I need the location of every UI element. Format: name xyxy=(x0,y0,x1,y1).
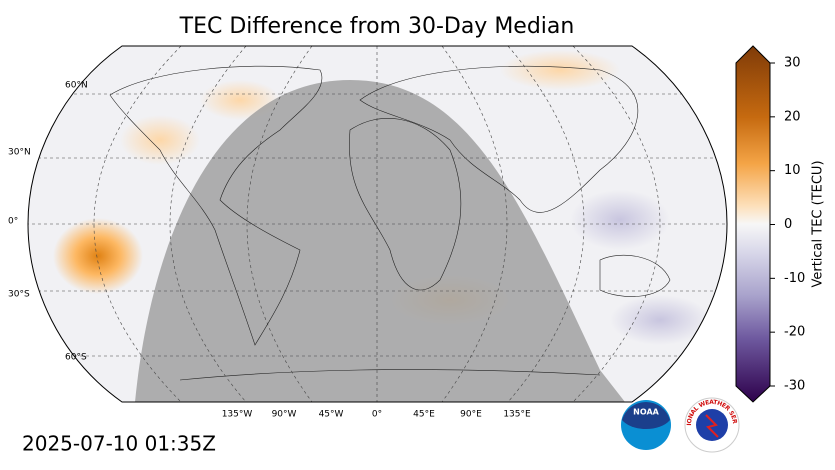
anomaly xyxy=(53,218,143,294)
lon-label: 90°E xyxy=(460,410,482,420)
lat-label: 0° xyxy=(8,217,18,227)
noaa-logo: NOAA xyxy=(621,400,671,450)
anomaly xyxy=(120,115,200,165)
colorbar-tick-label: 10 xyxy=(784,163,801,178)
title: TEC Difference from 30-Day Median xyxy=(179,14,575,39)
colorbar-tick-label: -30 xyxy=(784,379,805,394)
lon-label: 45°E xyxy=(413,410,435,420)
lat-label: 60°S xyxy=(65,353,87,363)
lon-label: 135°W xyxy=(222,410,253,420)
lat-label: 60°N xyxy=(65,81,88,91)
colorbar-tick-label: -10 xyxy=(784,271,805,286)
anomaly xyxy=(500,50,620,90)
noaa-text: NOAA xyxy=(633,408,659,417)
anomaly xyxy=(570,190,670,250)
anomaly xyxy=(610,295,710,345)
colorbar-tick-label: 20 xyxy=(784,109,801,124)
map-border xyxy=(27,45,728,403)
lon-label: 90°W xyxy=(272,410,297,420)
colorbar-label: Vertical TEC (TECU) xyxy=(811,160,826,287)
coastlines xyxy=(109,65,671,381)
timestamp: 2025-07-10 01:35Z xyxy=(22,432,216,456)
colorbar: Vertical TEC (TECU) 30 20 10 0 -10 -20 -30 xyxy=(735,45,826,403)
lat-label: 30°S xyxy=(8,290,30,300)
lon-label: 0° xyxy=(372,410,382,420)
lon-label: 135°E xyxy=(503,410,531,420)
lat-label: 30°N xyxy=(8,148,31,158)
colorbar-tick-label: 0 xyxy=(784,217,792,232)
night-shade xyxy=(135,80,625,402)
colorbar-scale xyxy=(735,45,771,403)
lon-label: 45°W xyxy=(319,410,344,420)
map xyxy=(28,46,727,402)
graticule xyxy=(28,46,727,402)
colorbar-tick-label: -20 xyxy=(784,325,805,340)
colorbar-tick-label: 30 xyxy=(784,56,801,71)
